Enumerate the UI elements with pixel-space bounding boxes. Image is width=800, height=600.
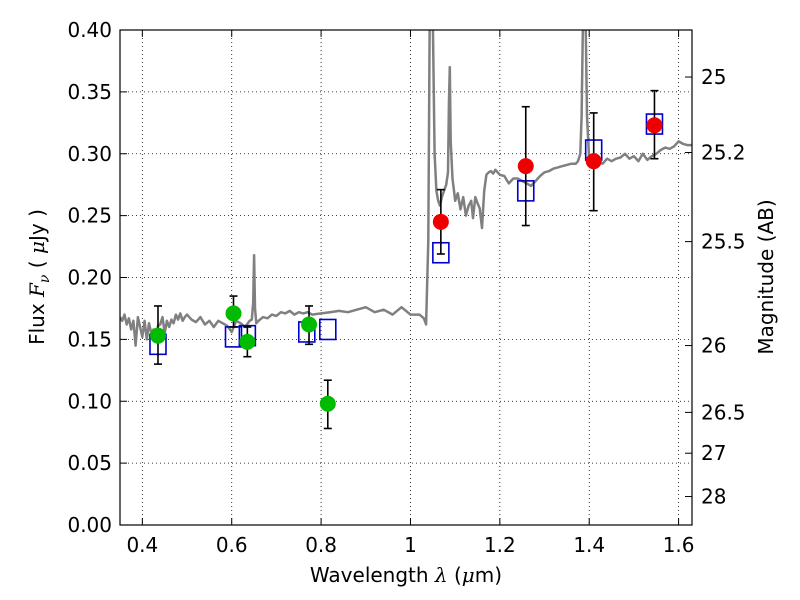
- x-tick-label: 1.2: [484, 533, 516, 557]
- axis-ticks: 0.4 0.6 0.8 1 1.2 1.4 1.6 0.00 0.05 0.10 0.15 0.20 0…: [67, 18, 745, 557]
- y2-tick-label: 25.2: [701, 141, 746, 165]
- x-axis-title: Wavelength λ (μm): [310, 563, 502, 587]
- x-tick-label: 1: [404, 533, 417, 557]
- y2-axis-title: Magnitude (AB): [754, 199, 778, 354]
- y-tick-label: 0.40: [67, 18, 112, 42]
- x-tick-label: 1.6: [663, 533, 695, 557]
- plot-frame: [119, 29, 693, 526]
- y2-tick-label: 26.5: [701, 400, 746, 424]
- y-tick-label: 0.15: [67, 327, 112, 351]
- y2-tick-label: 26: [701, 334, 726, 358]
- data-point: [225, 305, 242, 322]
- y2-tick-label: 25: [701, 65, 726, 89]
- y2-tick-label: 27: [701, 441, 726, 465]
- spectrum-line: [120, 30, 692, 347]
- plot-area: [120, 30, 692, 430]
- data-point: [517, 158, 534, 175]
- data-point: [432, 213, 449, 230]
- y-tick-label: 0.10: [67, 389, 112, 413]
- y2-tick-label: 25.5: [701, 230, 746, 254]
- y-tick-label: 0.35: [67, 80, 112, 104]
- y-tick-label: 0.25: [67, 204, 112, 228]
- y2-tick-label: 28: [701, 485, 726, 509]
- y-axis-title: Flux Fν ( μJy ): [25, 209, 53, 345]
- y-tick-label: 0.30: [67, 142, 112, 166]
- data-point: [646, 117, 663, 134]
- data-point: [239, 333, 256, 350]
- y-tick-label: 0.00: [67, 513, 112, 537]
- x-tick-label: 0.8: [305, 533, 337, 557]
- x-tick-label: 0.4: [126, 533, 158, 557]
- y-tick-label: 0.20: [67, 266, 112, 290]
- x-tick-label: 1.4: [573, 533, 605, 557]
- data-point: [319, 395, 336, 412]
- data-point: [149, 327, 166, 344]
- data-point: [301, 316, 318, 333]
- y-tick-label: 0.05: [67, 451, 112, 475]
- data-point: [585, 153, 602, 170]
- x-tick-label: 0.6: [216, 533, 248, 557]
- model-square-point: [318, 318, 337, 341]
